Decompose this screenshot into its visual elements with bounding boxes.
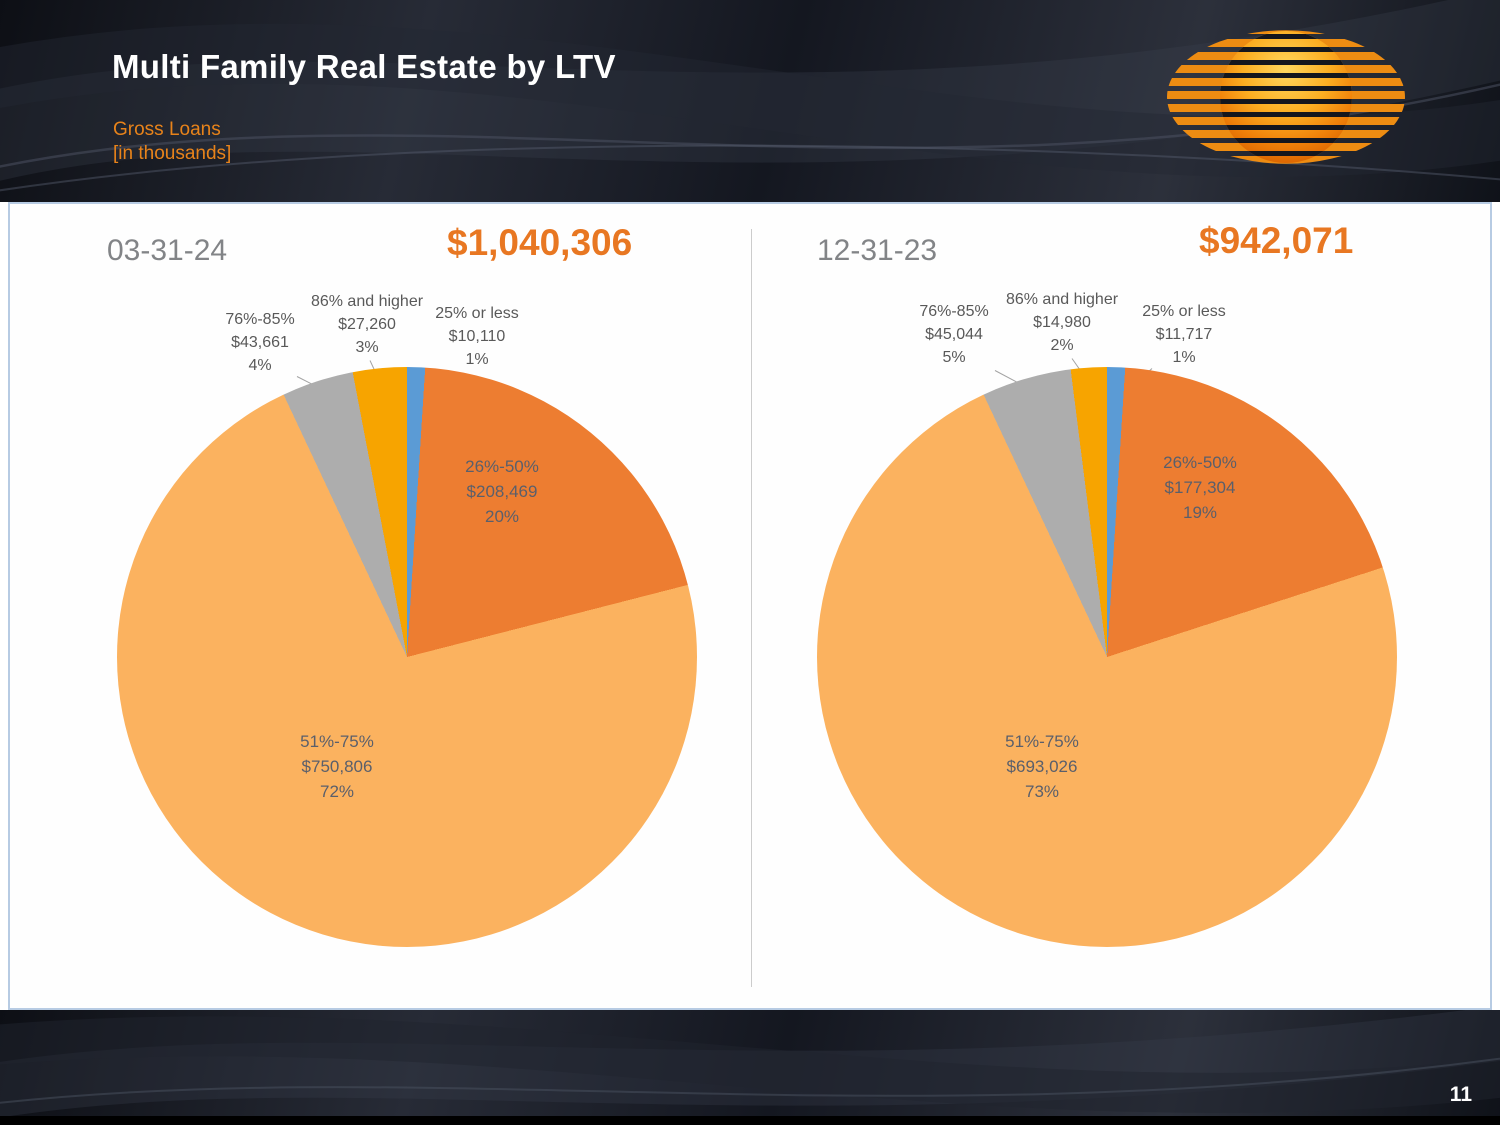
- pie-chart-03-31-24: [117, 367, 697, 947]
- total-amount: $1,040,306: [447, 222, 633, 263]
- slice-pct: 3%: [355, 339, 379, 356]
- slice-label-26-50: 26%-50% $208,469 20%: [465, 457, 539, 526]
- slice-value: $14,980: [1033, 314, 1091, 331]
- chart-panel-03-31-24: 03-31-24 $1,040,306 76%-85% $43,661 4% 8…: [10, 204, 750, 1008]
- slice-label: 25% or less: [435, 305, 519, 322]
- slice-label: 25% or less: [1142, 303, 1226, 320]
- callout-25-or-less: 25% or less $10,110 1%: [407, 302, 547, 371]
- slice-pct: 4%: [248, 357, 272, 374]
- company-logo: [1167, 26, 1405, 168]
- background-curves: [0, 1010, 1500, 1118]
- slide-subtitle: Gross Loans [in thousands]: [113, 118, 231, 166]
- header-band: Multi Family Real Estate by LTV Gross Lo…: [0, 0, 1500, 202]
- slice-value: $11,717: [1155, 326, 1213, 343]
- callout-76-85: 76%-85% $45,044 5%: [879, 300, 1029, 369]
- panel-divider: [751, 229, 752, 987]
- slice-label: 86% and higher: [1005, 291, 1119, 308]
- callout-86-and-higher: 86% and higher $27,260 3%: [282, 290, 452, 359]
- slide-title: Multi Family Real Estate by LTV: [112, 48, 616, 85]
- period-label: 12-31-23: [817, 234, 938, 267]
- page-number: 11: [1449, 1083, 1472, 1106]
- footer-band: 11: [0, 1010, 1500, 1125]
- slice-label: 76%-85%: [919, 303, 989, 320]
- callout-76-85: 76%-85% $43,661 4%: [185, 308, 335, 377]
- slice-value: $27,260: [338, 316, 396, 333]
- logo-sun-icon: [1220, 31, 1352, 163]
- chart-panel-12-31-23: 12-31-23 $942,071 76%-85% $45,044 5% 86%…: [752, 204, 1492, 1008]
- slice-pct: 2%: [1050, 337, 1074, 354]
- total-amount: $942,071: [1199, 220, 1354, 261]
- subtitle-line2: [in thousands]: [113, 143, 232, 164]
- slice-pct: 5%: [942, 349, 966, 366]
- slice-pct: 1%: [1172, 349, 1196, 366]
- slice-label: 76%-85%: [225, 311, 295, 328]
- callout-25-or-less: 25% or less $11,717 1%: [1114, 300, 1254, 369]
- slice-label-51-75: 51%-75% $750,806 72%: [300, 732, 374, 801]
- slice-label-51-75: 51%-75% $693,026 73%: [1005, 732, 1079, 801]
- content-card: 03-31-24 $1,040,306 76%-85% $43,661 4% 8…: [8, 202, 1492, 1010]
- subtitle-line1: Gross Loans: [113, 119, 221, 140]
- slice-value: $45,044: [925, 326, 983, 343]
- period-label: 03-31-24: [107, 234, 228, 267]
- callout-86-and-higher: 86% and higher $14,980 2%: [977, 288, 1147, 357]
- slice-label-26-50: 26%-50% $177,304 19%: [1163, 453, 1237, 522]
- slice-value: $10,110: [448, 328, 506, 345]
- slice-value: $43,661: [231, 334, 289, 351]
- bottom-edge-strip: [0, 1116, 1500, 1125]
- slice-label: 86% and higher: [310, 293, 424, 310]
- pie-chart-12-31-23: [817, 367, 1397, 947]
- slice-pct: 1%: [465, 351, 489, 368]
